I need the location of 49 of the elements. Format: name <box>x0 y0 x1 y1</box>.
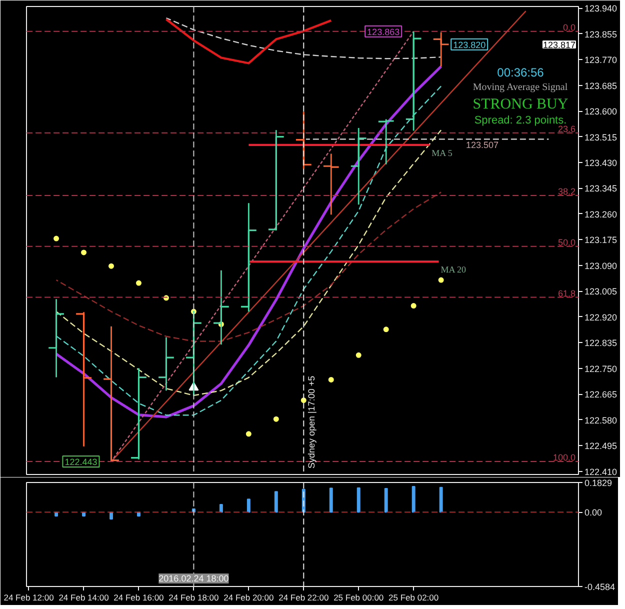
annotation: 122.443 <box>64 456 98 467</box>
y-tick-label: 122.835 <box>584 338 618 348</box>
y-tick-label: 123.430 <box>584 158 618 168</box>
series-label: MA 20 <box>440 264 467 275</box>
annotation: Moving Average Signal <box>472 82 568 93</box>
ref-line-label: Sydney open |17:00 +5 <box>306 376 317 468</box>
x-tick-label: 24 Feb 20:00 <box>224 592 274 602</box>
x-tick-label: 24 Feb 22:00 <box>278 592 329 602</box>
y-tick-label: -0.4584 <box>584 582 616 592</box>
annotation: STRONG BUY <box>472 96 568 112</box>
annotation: 123.507 <box>466 140 499 150</box>
y-tick-label: 123.090 <box>584 260 618 271</box>
y-tick-label: 123.005 <box>584 286 618 297</box>
y-tick-label: 122.410 <box>584 466 618 477</box>
annotation: 61.8 <box>558 288 576 298</box>
annotation: 123.863 <box>367 26 400 37</box>
y-tick-label: 122.750 <box>584 364 618 374</box>
x-tick-label: 24 Feb 12:00 <box>4 592 54 602</box>
y-tick-label: 123.175 <box>584 235 618 246</box>
annotation: 123.817 <box>542 40 576 50</box>
x-tick-label: 24 Feb 14:00 <box>58 592 110 602</box>
y-tick-label: 123.685 <box>584 80 618 91</box>
y-tick-label: 123.940 <box>584 4 618 14</box>
y-tick-label: 122.920 <box>584 312 618 322</box>
x-tick-label: 24 Feb 16:00 <box>114 592 164 602</box>
y-tick-label: 123.855 <box>584 29 618 40</box>
ref-line-label: 2016.02.24 18:00 <box>158 574 229 584</box>
annotation: 38.2 <box>558 186 576 197</box>
y-tick-label: 123.345 <box>584 184 618 194</box>
annotation: 50.0 <box>558 237 576 248</box>
annotation: Spread: 2.3 points. <box>474 114 567 126</box>
annotation: 100.0 <box>552 452 576 462</box>
y-tick-label: 0.1829 <box>584 478 612 488</box>
x-tick-label: 25 Feb 02:00 <box>388 592 439 602</box>
y-tick-label: 122.580 <box>584 415 618 426</box>
x-tick-label: 25 Feb 00:00 <box>334 592 384 602</box>
y-tick-label: 123.600 <box>584 106 618 117</box>
annotation: 0.0 <box>562 22 576 32</box>
series-label: MA 5 <box>432 148 453 158</box>
y-tick-label: 0.00 <box>584 508 602 518</box>
annotation: 23.6 <box>558 124 576 134</box>
y-tick-label: 122.665 <box>584 390 618 400</box>
annotation: 00:36:56 <box>497 66 544 80</box>
y-tick-label: 123.260 <box>584 209 618 220</box>
y-tick-label: 123.770 <box>584 55 618 66</box>
x-tick-label: 24 Feb 18:00 <box>168 592 220 602</box>
y-tick-label: 123.515 <box>584 132 618 142</box>
annotation: 123.820 <box>453 40 486 50</box>
y-tick-label: 122.495 <box>584 441 618 452</box>
